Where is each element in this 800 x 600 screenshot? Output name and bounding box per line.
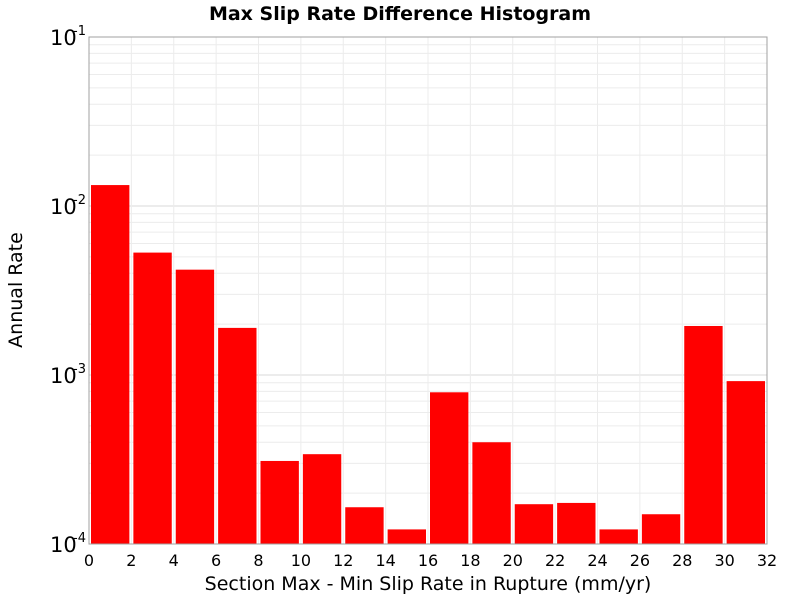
x-tick-label: 28 bbox=[672, 551, 692, 570]
histogram-bar bbox=[557, 502, 596, 544]
x-tick-label: 0 bbox=[84, 551, 94, 570]
x-tick-label: 22 bbox=[545, 551, 565, 570]
histogram-bar bbox=[472, 442, 511, 544]
histogram-bar bbox=[430, 392, 469, 544]
y-tick-label: 10 bbox=[50, 533, 77, 557]
histogram-bar bbox=[260, 460, 299, 544]
x-tick-label: 4 bbox=[169, 551, 179, 570]
histogram-bar bbox=[302, 454, 342, 544]
x-tick-label: 14 bbox=[375, 551, 395, 570]
x-tick-label: 24 bbox=[587, 551, 607, 570]
x-tick-label: 2 bbox=[126, 551, 136, 570]
x-axis-label: Section Max - Min Slip Rate in Rupture (… bbox=[205, 573, 652, 595]
histogram-bar bbox=[91, 185, 130, 544]
x-tick-label: 16 bbox=[418, 551, 438, 570]
x-tick-label: 6 bbox=[211, 551, 221, 570]
y-axis-ticks: 10-110-210-310-4 bbox=[50, 24, 86, 557]
histogram-bar bbox=[726, 381, 765, 544]
y-tick-exponent: -4 bbox=[73, 531, 86, 546]
histogram-bar bbox=[175, 269, 215, 544]
histogram-bar bbox=[345, 507, 384, 544]
histogram-bar bbox=[684, 325, 723, 544]
histogram-bar bbox=[218, 327, 257, 544]
histogram-bar bbox=[641, 514, 681, 544]
x-tick-label: 10 bbox=[291, 551, 311, 570]
histogram-bar bbox=[387, 529, 426, 544]
x-tick-label: 18 bbox=[460, 551, 480, 570]
y-tick-exponent: -3 bbox=[73, 362, 86, 377]
x-tick-label: 12 bbox=[333, 551, 353, 570]
x-tick-label: 30 bbox=[714, 551, 734, 570]
chart-title: Max Slip Rate Difference Histogram bbox=[209, 3, 591, 25]
y-axis-label: Annual Rate bbox=[5, 232, 27, 348]
x-tick-label: 26 bbox=[630, 551, 650, 570]
histogram-bar bbox=[599, 529, 638, 544]
y-tick-exponent: -1 bbox=[73, 24, 86, 39]
histogram-bar bbox=[514, 504, 554, 544]
y-tick-exponent: -2 bbox=[73, 193, 86, 208]
x-tick-label: 8 bbox=[253, 551, 263, 570]
x-tick-label: 20 bbox=[503, 551, 523, 570]
plot-border bbox=[88, 36, 768, 545]
x-axis-ticks: 0 2 4 6 8 10 12 14 16 18 20 22 24 26 28 30 32 bbox=[84, 551, 777, 570]
y-tick-label: 10 bbox=[50, 195, 77, 219]
bars-group bbox=[91, 185, 765, 544]
x-tick-label: 32 bbox=[757, 551, 777, 570]
y-tick-label: 10 bbox=[50, 364, 77, 388]
y-tick-label: 10 bbox=[50, 26, 77, 50]
histogram-bar bbox=[133, 252, 172, 544]
